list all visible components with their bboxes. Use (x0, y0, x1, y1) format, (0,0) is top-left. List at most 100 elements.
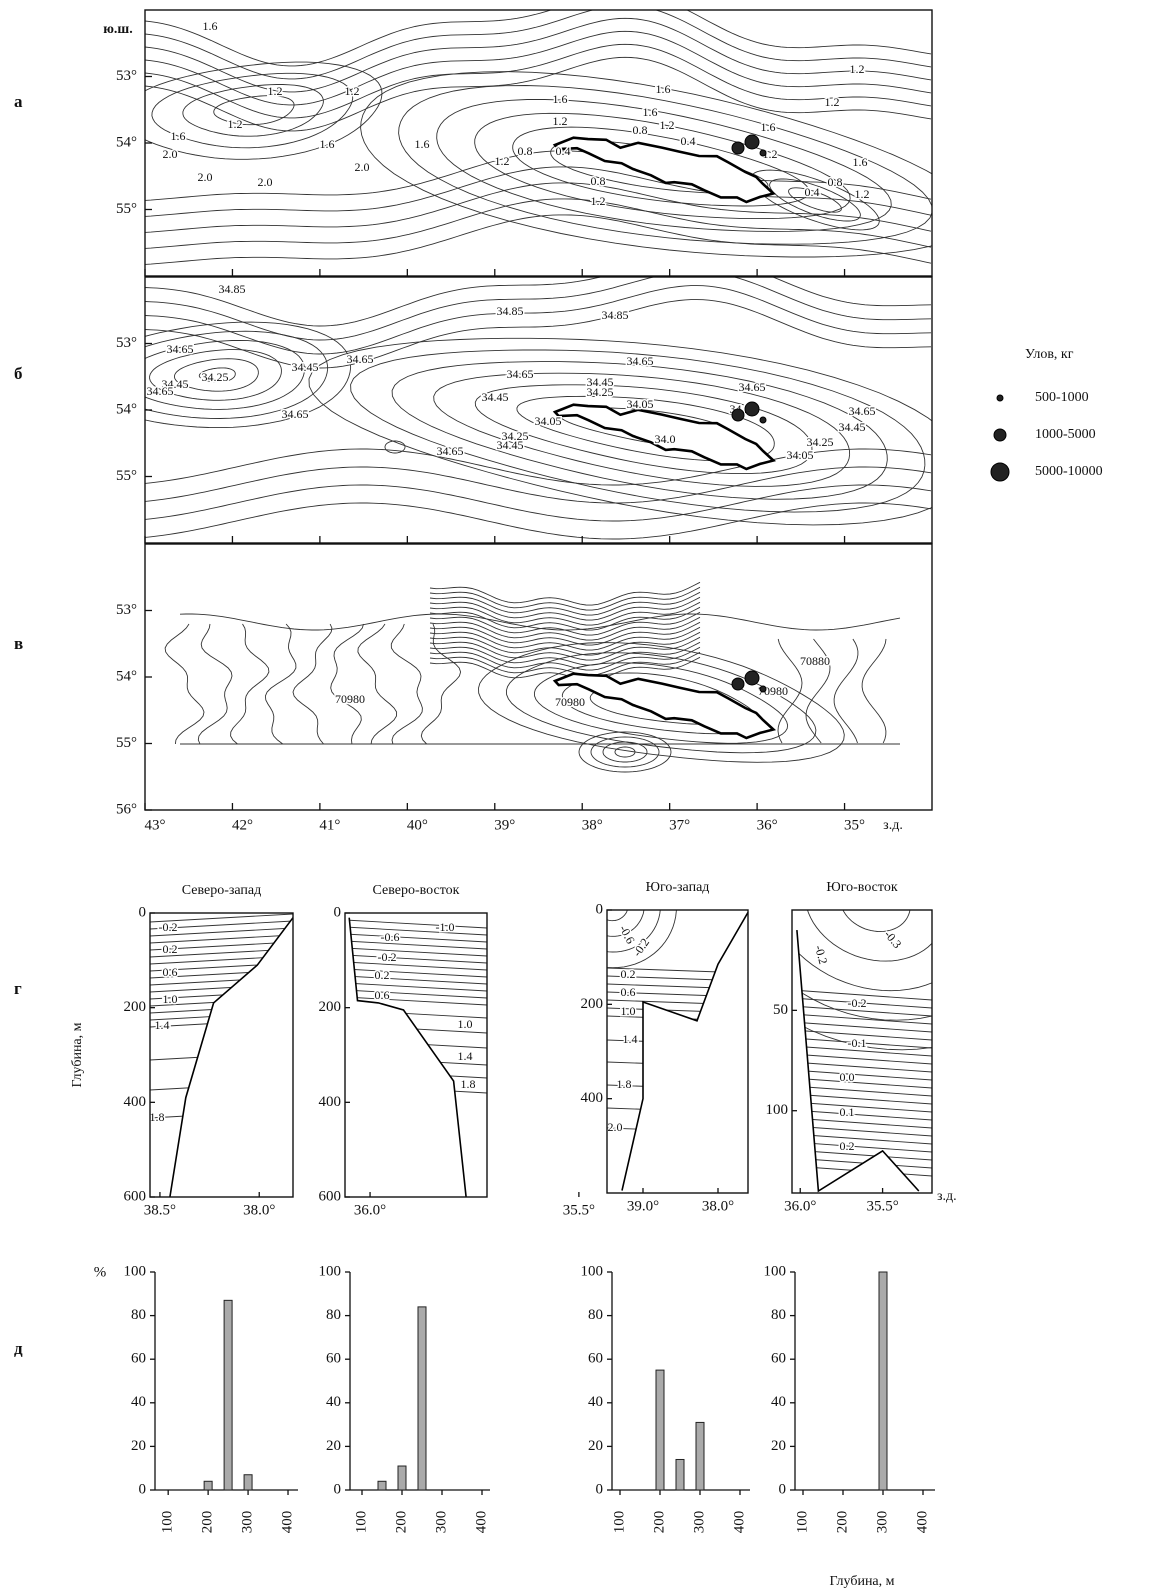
contour-label: 2.0 (355, 160, 370, 174)
lat-tick-label: 54° (116, 668, 137, 684)
contour-line (792, 1037, 932, 1049)
contour-label: 1.8 (617, 1077, 632, 1091)
legend-marker (996, 394, 1004, 402)
catch-point (731, 141, 745, 155)
contour-line (145, 214, 932, 265)
lat-tick-label: 53° (116, 602, 137, 618)
contour-label: 0.6 (375, 988, 390, 1002)
contour-line (805, 638, 831, 744)
contour-line (429, 651, 701, 676)
contour-label: -1.0 (436, 920, 455, 934)
contour-line (150, 920, 293, 930)
x-tick-label: 36.0° (354, 1202, 386, 1218)
legend-title: Улов, кг (1025, 347, 1074, 362)
bar (397, 1465, 407, 1491)
profile-title: Юго-запад (646, 880, 710, 895)
contour-line (145, 150, 932, 201)
contour-line (429, 591, 701, 616)
contour-line (145, 321, 352, 429)
contour-label: 0.4 (681, 134, 696, 148)
x-tick-label: 300 (691, 1511, 707, 1534)
contour-label: 70980 (555, 695, 585, 709)
y-tick-label: 200 (124, 999, 147, 1015)
contour-line (607, 910, 677, 969)
contour-line (607, 910, 645, 937)
y-tick-label: 0 (334, 1481, 342, 1497)
contour-label: 1.2 (268, 84, 283, 98)
row-label: в (14, 634, 23, 653)
profile-frame (344, 912, 488, 1198)
y-tick-label: 80 (588, 1307, 603, 1323)
y-tick-label: 100 (319, 1263, 342, 1279)
bar (675, 1458, 685, 1491)
contour-line (145, 30, 932, 106)
bar (243, 1474, 253, 1491)
contour-line (788, 187, 842, 213)
profile-frame (149, 912, 294, 1198)
contour-line (145, 299, 932, 369)
contour-line (792, 945, 932, 992)
contour-label: 34.65 (507, 367, 534, 381)
x-tick-label: 200 (834, 1511, 850, 1534)
lat-tick-label: 54° (116, 134, 137, 150)
lon-axis-label: з.д. (883, 818, 903, 833)
contour-label: 1.2 (855, 187, 870, 201)
legend-marker (990, 462, 1010, 482)
x-tick-label: 200 (393, 1511, 409, 1534)
contour-line (150, 913, 293, 923)
bar (417, 1306, 427, 1491)
y-tick-label: 100 (764, 1263, 787, 1279)
y-tick-label: 40 (131, 1394, 146, 1410)
contour-line (792, 1045, 932, 1057)
contour-line (792, 1053, 932, 1065)
y-tick-label: 200 (319, 999, 342, 1015)
x-axis-label: з.д. (937, 1189, 957, 1204)
x-tick-label: 100 (160, 1511, 176, 1534)
contour-label: 2.0 (163, 147, 178, 161)
contour-line (145, 339, 305, 410)
bar (655, 1369, 665, 1491)
contour-label: 2.0 (198, 170, 213, 184)
contour-line (145, 61, 383, 160)
x-tick-label: 100 (611, 1511, 627, 1534)
contour-line (792, 1085, 932, 1097)
y-tick-label: 100 (581, 1263, 604, 1279)
contour-line (436, 99, 892, 232)
y-tick-label: 80 (771, 1307, 786, 1323)
contour-line (792, 1101, 932, 1113)
seabed-fill (792, 910, 932, 1193)
contour-line (179, 613, 901, 631)
contour-label: 1.2 (591, 194, 606, 208)
y-axis-label: Глубина, м (70, 1022, 85, 1087)
y-tick-label: 40 (771, 1394, 786, 1410)
contour-label: 34.65 (347, 352, 374, 366)
contour-line (150, 927, 293, 937)
contour-label: 1.4 (155, 1018, 170, 1032)
contour-line (607, 910, 661, 953)
contour-line (861, 638, 887, 744)
x-tick-label: 400 (473, 1511, 489, 1534)
contour-line (145, 285, 932, 355)
contour-label: 34.05 (627, 397, 654, 411)
profile-plot: -0.2 0.2 0.6 1.0 1.4 1.8 (150, 913, 293, 1197)
row-label: а (14, 92, 23, 111)
y-tick-label: 80 (131, 1307, 146, 1323)
map-frame (144, 276, 933, 544)
x-tick-label: 300 (433, 1511, 449, 1534)
contour-line (345, 926, 487, 936)
y-tick-label: 0 (779, 1481, 787, 1497)
contour-label: -0.1 (848, 1036, 867, 1050)
contour-line (345, 975, 487, 985)
contour-line (833, 638, 859, 744)
contour-label: 34.65 (167, 342, 194, 356)
y-tick-label: 400 (124, 1094, 147, 1110)
contour-line (345, 961, 487, 971)
contour-line (345, 954, 487, 964)
x-tick-label: 38.5° (144, 1202, 176, 1218)
map-frame (144, 9, 933, 277)
y-tick-label: 400 (581, 1090, 604, 1106)
profile-plot: -0.6-0.20.20.61.01.41.82.0 (607, 910, 748, 1193)
contour-line (792, 1109, 932, 1121)
y-tick-label: 20 (326, 1438, 341, 1454)
